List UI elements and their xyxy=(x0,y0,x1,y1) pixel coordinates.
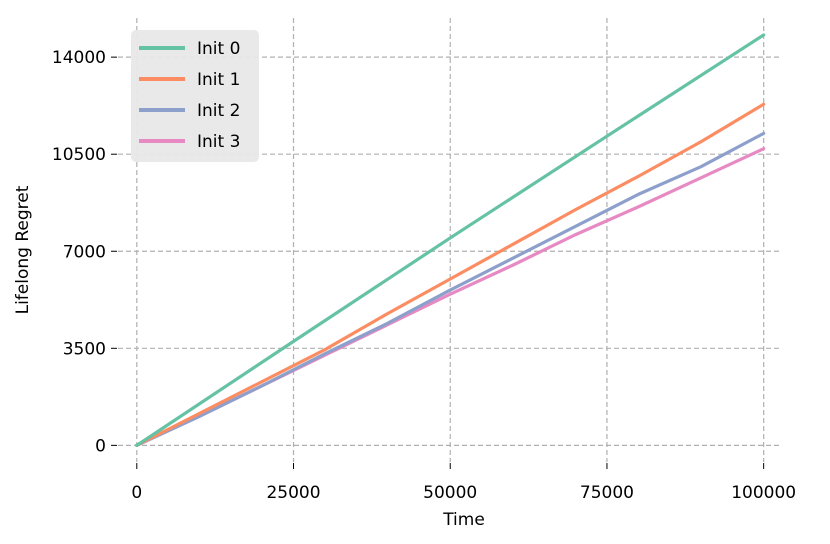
legend-label: Init 2 xyxy=(197,101,240,121)
y-tick-label: 7000 xyxy=(63,242,106,262)
y-tick-label: 10500 xyxy=(52,145,106,165)
y-tick-label: 0 xyxy=(95,436,106,456)
x-tick-label: 25000 xyxy=(266,483,320,503)
legend-label: Init 0 xyxy=(197,39,240,59)
x-tick-label: 100000 xyxy=(731,483,796,503)
legend: Init 0 Init 1 Init 2 Init 3 xyxy=(131,30,259,162)
y-tick-label: 3500 xyxy=(63,339,106,359)
series-line-init-1 xyxy=(135,102,766,447)
y-tick-label: 14000 xyxy=(52,48,106,68)
series-line-init-2 xyxy=(135,131,766,447)
x-axis-label: Time xyxy=(442,510,485,530)
grid xyxy=(118,18,780,462)
x-tick-label: 75000 xyxy=(580,483,634,503)
x-tick-label: 50000 xyxy=(423,483,477,503)
legend-label: Init 3 xyxy=(197,132,240,152)
legend-box xyxy=(131,30,259,162)
x-tick-label: 0 xyxy=(131,483,142,503)
y-axis-label: Lifelong Regret xyxy=(13,185,33,314)
series-line-init-0 xyxy=(135,33,766,447)
legend-label: Init 1 xyxy=(197,70,240,90)
series-lines xyxy=(135,33,766,447)
axis-ticks: 0 25000 50000 75000 100000 0 3500 7000 10500 1400… xyxy=(52,48,796,503)
